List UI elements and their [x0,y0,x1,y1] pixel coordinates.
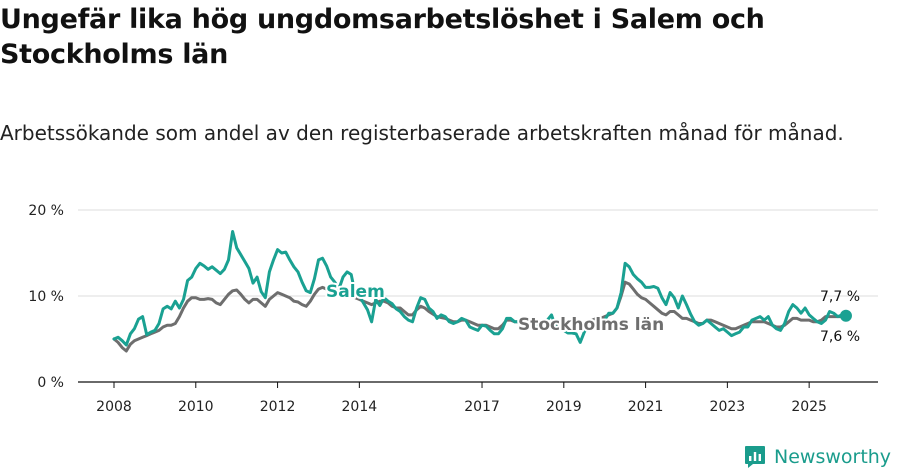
x-tick-label: 2010 [178,399,214,415]
chart-subtitle: Arbetssökande som andel av den registerb… [0,121,844,145]
x-tick-label: 2019 [546,399,582,415]
series-end-marker-salem [839,309,852,322]
y-tick-label: 20 % [28,203,64,219]
x-tick-label: 2008 [96,399,132,415]
series-line-salem [112,230,848,347]
series-label-stockholm: Stockholms län [518,315,664,335]
end-value-label-salem: 7,7 % [820,289,860,305]
x-tick-label: 2012 [260,399,296,415]
y-tick-label: 0 % [37,375,64,391]
x-tick-label: 2014 [342,399,378,415]
chart-title: Ungefär lika hög ungdomsarbetslöshet i S… [0,4,765,70]
brand-name: Newsworthy [774,446,892,468]
x-tick-label: 2025 [791,399,827,415]
x-tick-label: 2021 [628,399,664,415]
x-tick-label: 2023 [710,399,746,415]
y-tick-label: 10 % [28,289,64,305]
series-label-salem: Salem [326,282,385,302]
end-value-label-stockholm: 7,6 % [820,329,860,345]
brand[interactable]: Newsworthy [744,443,891,471]
x-tick-label: 2017 [464,399,500,415]
series-line-stockholm [112,280,848,353]
newsworthy-logo-icon [745,446,765,468]
